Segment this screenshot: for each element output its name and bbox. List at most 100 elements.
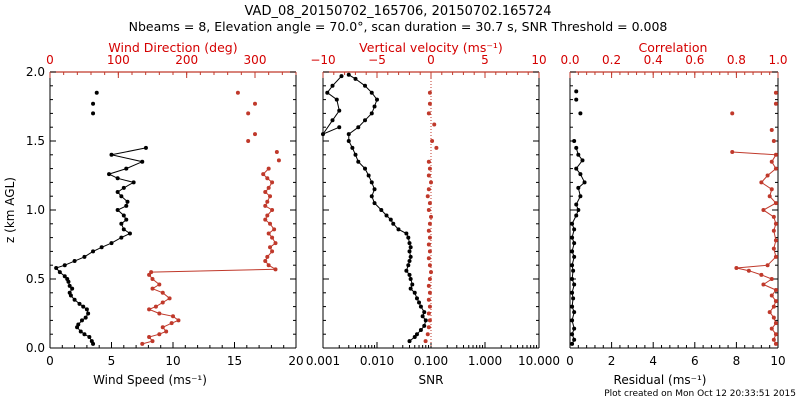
wind-panel-wind-direction-point [261, 172, 266, 177]
residual-panel-residual-point [572, 227, 577, 232]
snr-panel-snr-point [407, 339, 412, 344]
snr-panel-snr-point [422, 310, 427, 315]
wind-panel-wind-direction-point [263, 203, 268, 208]
residual-panel-correlation-point [746, 268, 751, 273]
wind-panel-wind-speed-point [86, 311, 91, 316]
wind-panel-wind-speed-point [54, 265, 59, 270]
y-tick-label: 0.0 [26, 341, 45, 355]
wind-panel-wind-speed-point [121, 185, 126, 190]
wind-panel-wind-direction-point [273, 241, 278, 246]
residual-panel-correlation-point [769, 187, 774, 192]
y-axis-label: z (km AGL) [3, 177, 17, 243]
wind-panel-wind-speed-point [115, 176, 120, 181]
residual-panel-residual-point [574, 97, 579, 102]
snr-panel-snr-point [417, 300, 422, 305]
wind-panel-wind-direction-point [171, 314, 175, 319]
snr-panel-vertical-velocity-point [427, 277, 432, 281]
wind-panel-wind-speed-point [62, 274, 67, 279]
snr-panel-snr-point [410, 282, 415, 287]
snr-panel-snr-point [406, 235, 411, 240]
wind-panel-wind-direction-point [160, 300, 165, 305]
residual-panel-residual-point [570, 249, 575, 254]
snr-panel-snr-point [414, 296, 419, 301]
residual-panel-bottom-tick-label: 6 [691, 354, 699, 368]
snr-panel-vertical-velocity-point [426, 311, 431, 316]
residual-panel-residual-point [578, 111, 583, 116]
snr-panel-snr-point [404, 268, 409, 273]
wind-panel-bottom-label: Wind Speed (ms⁻¹) [93, 373, 207, 387]
snr-panel-snr-point [375, 97, 379, 102]
snr-panel-vertical-velocity-point [427, 304, 432, 309]
snr-panel-vertical-velocity-point [427, 90, 432, 95]
y-tick-label: 0.5 [26, 272, 45, 286]
wind-panel-wind-speed-point [84, 307, 89, 312]
residual-panel-correlation-point [759, 272, 764, 277]
wind-panel-wind-speed-point [121, 227, 126, 232]
wind-panel-wind-speed-point [79, 318, 84, 323]
residual-panel-correlation-point [773, 152, 778, 157]
wind-panel-wind-speed-point [91, 249, 96, 254]
wind-panel-wind-direction-point [157, 282, 162, 287]
wind-panel-wind-direction-point [270, 180, 275, 185]
wind-panel-wind-speed-point [94, 90, 99, 95]
snr-panel-vertical-velocity-point [426, 297, 431, 302]
snr-panel-snr-point [379, 208, 384, 212]
snr-panel-top-tick-label: 10 [531, 53, 546, 67]
snr-panel-top-tick-label: 0 [427, 53, 435, 67]
wind-panel-wind-speed-point [65, 277, 70, 281]
wind-panel-wind-speed-point [109, 241, 114, 246]
wind-panel-wind-direction-point [266, 231, 271, 236]
residual-panel-residual-point [570, 277, 575, 281]
snr-panel-bottom-tick-label: 0.100 [414, 354, 448, 368]
wind-panel-bottom-tick-label: 10 [165, 354, 180, 368]
snr-panel-snr-point [369, 194, 374, 199]
wind-panel-wind-direction-point [147, 272, 152, 277]
residual-panel-correlation-point [773, 201, 778, 206]
residual-panel-correlation-point [771, 214, 776, 219]
residual-panel-correlation-point [771, 246, 776, 251]
residual-panel-top-tick-label: 0.2 [602, 53, 621, 67]
wind-panel-wind-speed-point [127, 231, 132, 236]
wind-panel-wind-speed-point [78, 329, 83, 334]
residual-panel-top-label: Correlation [639, 40, 708, 55]
residual-panel-residual-point [574, 89, 579, 94]
wind-panel-wind-direction-point [263, 259, 268, 264]
snr-panel-vertical-velocity-point [426, 256, 431, 261]
residual-panel-residual-point [582, 180, 587, 185]
residual-panel-residual-point [571, 296, 576, 301]
wind-panel-wind-direction-point [272, 227, 277, 232]
wind-panel-wind-speed-point [62, 263, 67, 268]
wind-panel-wind-speed-point [89, 339, 94, 344]
wind-panel-wind-direction-point [253, 132, 257, 137]
residual-panel-correlation-point [730, 150, 735, 155]
snr-panel-vertical-velocity-point [426, 111, 431, 116]
snr-panel-snr-point [408, 254, 413, 259]
wind-panel-wind-direction-point [150, 286, 155, 291]
wind-panel-wind-direction-point [167, 296, 172, 301]
residual-panel-residual-point [572, 139, 577, 143]
snr-panel-bottom-label: SNR [419, 373, 444, 387]
residual-panel-bottom-tick-label: 0 [566, 354, 574, 368]
wind-panel-wind-speed-point [109, 152, 114, 157]
wind-panel-wind-speed-point [131, 180, 136, 185]
wind-panel-wind-direction-point [265, 254, 270, 259]
snr-panel-snr-point [346, 132, 351, 137]
wind-panel-wind-speed-point [72, 297, 77, 302]
snr-panel-bottom-tick-label: 0.010 [360, 354, 394, 368]
residual-panel-top-tick-label: 1.0 [768, 53, 787, 67]
wind-panel-wind-direction-point [273, 267, 278, 272]
wind-panel-top-label: Wind Direction (deg) [108, 40, 237, 55]
figure-title-line1: VAD_08_20150702_165706, 20150702.165724 [245, 4, 552, 19]
residual-panel-correlation-point [773, 341, 778, 346]
snr-panel-snr-sparse-point [330, 83, 335, 88]
wind-panel-wind-direction-point [150, 339, 155, 344]
residual-panel-bottom-tick-label: 10 [770, 354, 785, 368]
residual-panel-correlation-point [773, 166, 778, 171]
residual-panel-correlation-point [773, 90, 778, 95]
wind-panel-wind-speed-point [57, 270, 62, 275]
snr-panel-snr-sparse-point [330, 118, 335, 123]
wind-panel-wind-direction-point [140, 341, 145, 346]
wind-panel [49, 71, 297, 349]
